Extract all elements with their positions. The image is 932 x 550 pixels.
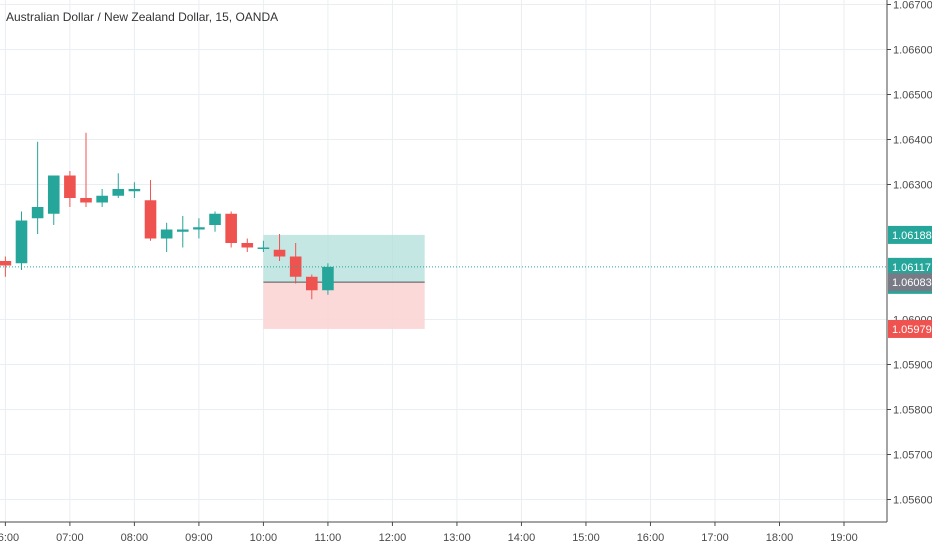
candle-body xyxy=(305,276,318,291)
candle-body xyxy=(257,247,270,249)
time-tick-label: 07:00 xyxy=(56,532,84,544)
candle-body xyxy=(225,213,237,243)
candle-body xyxy=(47,175,60,214)
candle-body xyxy=(128,189,141,192)
chart-title: Australian Dollar / New Zealand Dollar, … xyxy=(6,10,278,24)
price-tick-label: 1.06500 xyxy=(893,90,932,102)
time-tick-label: 14:00 xyxy=(508,532,536,544)
price-tick-label: 1.06700 xyxy=(893,0,932,12)
candle-body xyxy=(112,189,125,196)
candle-body xyxy=(193,227,205,230)
time-tick-label: 12:00 xyxy=(379,532,407,544)
time-tick-label: 15:00 xyxy=(572,532,600,544)
candle-body xyxy=(209,213,221,225)
time-tick-label: 09:00 xyxy=(185,532,213,544)
target-price-tag: 1.06188 xyxy=(892,230,932,242)
time-axis[interactable]: 06:00 07:00 08:00 09:00 10:00 11:00 12:00 13:00… xyxy=(0,522,858,544)
candle-body xyxy=(144,200,157,239)
time-tick-label: 13:00 xyxy=(443,532,471,544)
time-tick-label: 17:00 xyxy=(701,532,729,544)
profit-zone xyxy=(263,234,425,283)
candle-body xyxy=(322,266,334,291)
candle-body xyxy=(160,229,173,239)
candle-body xyxy=(15,220,28,264)
price-tick-label: 1.06400 xyxy=(893,135,932,147)
price-tick-label: 1.06300 xyxy=(893,180,932,192)
price-tick-label: 1.05600 xyxy=(893,495,932,507)
time-tick-label: 08:00 xyxy=(121,532,149,544)
entry-price-tag-bg xyxy=(888,273,932,292)
stop-price-tag: 1.05979 xyxy=(892,324,932,336)
price-tick-label: 1.05700 xyxy=(893,450,932,462)
entry-price-tag: 1.06083 xyxy=(892,277,932,289)
candle-body xyxy=(241,243,254,248)
candle-body xyxy=(289,256,302,277)
current-price-tag: 1.06117 xyxy=(892,262,931,274)
time-tick-label: 10:00 xyxy=(250,532,278,544)
candle-body xyxy=(96,195,108,203)
time-tick-label: 19:00 xyxy=(830,532,858,544)
candle-body xyxy=(80,198,92,203)
candle-body xyxy=(273,249,286,257)
time-tick-label: 16:00 xyxy=(637,532,665,544)
time-tick-label: 11:00 xyxy=(315,532,342,544)
stop-price-tag-bg xyxy=(888,319,932,338)
candle-body xyxy=(0,261,12,266)
candle-body xyxy=(64,175,76,198)
chart-grid xyxy=(0,0,887,522)
candlestick-series xyxy=(0,132,334,300)
price-tick-label: 1.06600 xyxy=(893,45,932,57)
time-tick-label: 06:00 xyxy=(0,532,19,544)
price-tick-label: 1.05800 xyxy=(893,405,932,417)
target-price-tag-bg xyxy=(888,225,932,244)
price-tick-label: 1.05900 xyxy=(893,360,932,372)
long-position-tool[interactable] xyxy=(263,234,425,329)
stop-zone xyxy=(263,282,425,329)
candle-body xyxy=(31,207,44,219)
time-tick-label: 18:00 xyxy=(766,532,794,544)
candle-body xyxy=(176,229,189,232)
price-axis[interactable]: 1.06700 1.06600 1.06500 1.06400 1.06300 1.059… xyxy=(887,0,932,507)
